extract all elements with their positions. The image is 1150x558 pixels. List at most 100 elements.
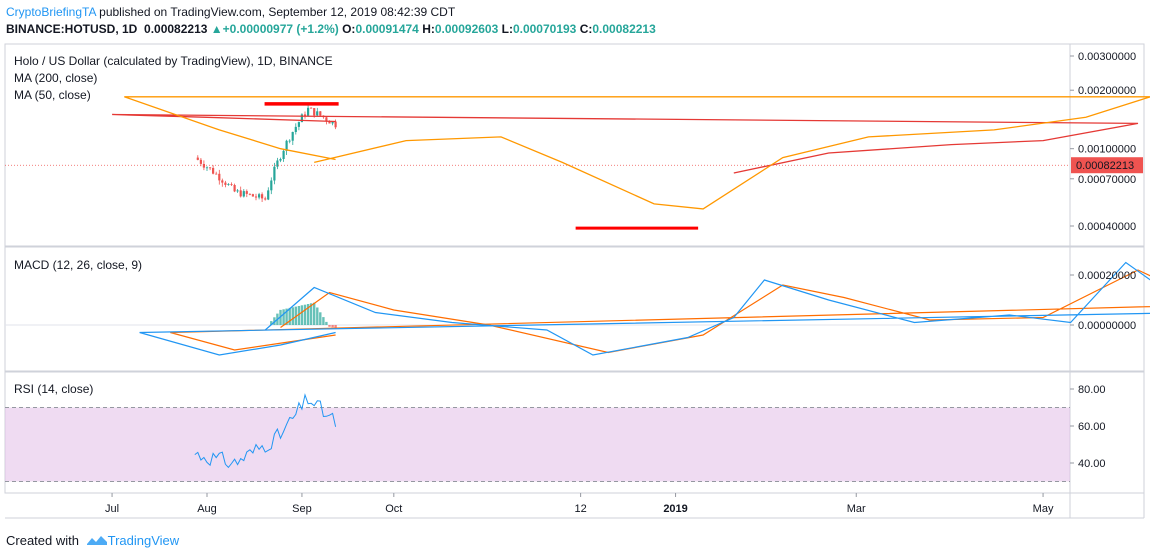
candle-body	[205, 167, 209, 169]
candle-body	[242, 191, 245, 197]
candle-body	[316, 111, 319, 116]
ohlc-open-value: 0.00091474	[355, 22, 419, 36]
candle-body	[264, 198, 267, 200]
candle-body	[212, 168, 215, 174]
candle-body	[248, 193, 251, 195]
macd-histogram-bar	[309, 303, 313, 325]
price-axis-label: 0.00070000	[1078, 174, 1136, 186]
price-axis-label: 0.00040000	[1078, 221, 1136, 233]
time-axis-label: Sep	[292, 503, 312, 515]
macd-histogram-bar	[328, 325, 331, 327]
time-axis-label: Jul	[105, 503, 119, 515]
author-link[interactable]: CryptoBriefingTA	[6, 5, 96, 19]
macd-histogram-bar	[331, 325, 334, 328]
rsi-axis-label: 80.00	[1078, 384, 1106, 396]
rsi-axis-label: 60.00	[1078, 421, 1106, 433]
last-price-tag	[1071, 157, 1143, 174]
tradingview-brand-link[interactable]: TradingView	[107, 533, 180, 548]
macd-histogram-bar	[325, 321, 328, 325]
macd-histogram-bar	[270, 321, 273, 325]
change-up-icon: ▲	[210, 22, 223, 36]
candle-body	[291, 132, 294, 141]
macd-histogram-bar	[334, 325, 337, 328]
candle-body	[303, 114, 307, 116]
candle-body	[230, 184, 233, 185]
candle-body	[227, 184, 230, 185]
candle-body	[196, 157, 199, 160]
price-axis-label: 0.00200000	[1078, 85, 1136, 97]
published-text: published on TradingView.com, September …	[99, 5, 456, 19]
ma200-line	[112, 113, 1139, 174]
price-axis-label: 0.00300000	[1078, 51, 1136, 63]
candle-body	[254, 196, 258, 198]
rsi-pane[interactable]	[194, 393, 337, 469]
candle-body	[276, 160, 279, 167]
candle-body	[288, 140, 291, 142]
macd-histogram-bar	[313, 302, 316, 325]
macd-legend: MACD (12, 26, close, 9)	[14, 258, 143, 272]
candle-body	[319, 111, 322, 116]
macd-line	[139, 261, 1150, 356]
macd-pane[interactable]	[5, 261, 1150, 356]
symbol: BINANCE:HOTUSD, 1D	[6, 22, 138, 36]
candle-body	[267, 190, 270, 200]
ma200-legend: MA (200, close)	[14, 71, 98, 85]
macd-histogram-bar	[306, 304, 310, 325]
rsi-axis-label: 40.00	[1078, 458, 1106, 470]
macd-histogram-bar	[319, 312, 322, 325]
macd-histogram-bar	[303, 304, 307, 325]
last-price-tag-label: 0.00082213	[1076, 160, 1134, 172]
candle-body	[313, 108, 316, 116]
candle-body	[285, 140, 288, 151]
time-axis-label: 12	[575, 503, 587, 515]
candle-body	[297, 122, 300, 127]
candle-body	[202, 164, 205, 168]
macd-histogram-bar	[285, 308, 288, 325]
candle-body	[199, 159, 202, 164]
macd-histogram-bar	[282, 309, 285, 326]
publish-info: CryptoBriefingTA published on TradingVie…	[6, 5, 455, 19]
candle-body	[300, 114, 303, 123]
price-pane[interactable]: 0.00082213	[5, 96, 1150, 230]
candle-body	[218, 173, 221, 181]
macd-histogram-bar	[291, 307, 294, 325]
macd-histogram-bar	[288, 307, 291, 325]
ohlc-high-label: H:	[422, 22, 435, 36]
ohlc-low-value: 0.00070193	[512, 22, 577, 36]
rsi-band-fill	[5, 407, 1070, 482]
pane-border	[4, 246, 1145, 372]
macd-histogram-bar	[300, 305, 304, 325]
ma50-line	[124, 96, 1150, 210]
macd-histogram-bar	[273, 317, 276, 325]
candle-body	[224, 182, 227, 185]
candle-body	[233, 185, 236, 192]
ohlc-close-value: 0.00082213	[592, 22, 656, 36]
candle-body	[279, 159, 282, 161]
pane-border	[4, 43, 1145, 247]
macd-histogram-bar	[322, 317, 325, 325]
candle-body	[251, 194, 254, 197]
last-price: 0.00082213	[144, 22, 208, 36]
candle-body	[307, 107, 310, 116]
candle-body	[236, 190, 239, 192]
price-legend-title: Holo / US Dollar (calculated by TradingV…	[14, 54, 333, 68]
time-axis-label: 2019	[663, 503, 687, 515]
macd-axis-label: 0.00020000	[1078, 270, 1136, 282]
time-axis-label: Mar	[847, 503, 866, 515]
rsi-legend: RSI (14, close)	[14, 382, 94, 396]
candle-body	[334, 121, 337, 128]
price-axis-label: 0.00100000	[1078, 144, 1136, 156]
time-axis-label: Oct	[385, 503, 402, 515]
time-axis-label: May	[1033, 503, 1054, 515]
change-value: +0.00000977 (+1.2%)	[222, 22, 339, 36]
rsi-line	[194, 393, 337, 469]
candle-body	[239, 190, 242, 197]
candle-body	[215, 173, 218, 175]
ma50-legend: MA (50, close)	[14, 88, 91, 102]
candle-body	[221, 180, 224, 183]
macd-signal-line	[170, 269, 1150, 354]
ohlc-high-value: 0.00092603	[434, 22, 499, 36]
candle-body	[325, 117, 328, 121]
ohlc-open-label: O:	[342, 22, 356, 36]
